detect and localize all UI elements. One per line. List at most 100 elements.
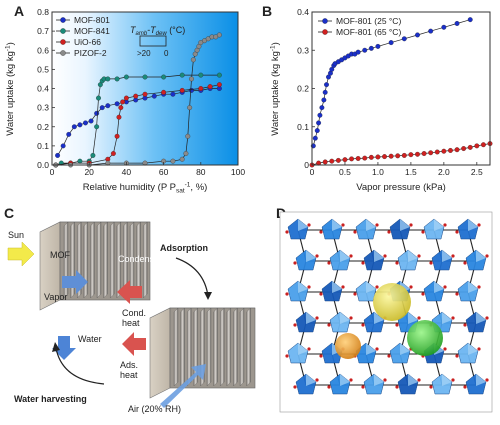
chart-a-ytick-label: 0.7 — [37, 26, 49, 36]
oxygen-atom — [463, 385, 467, 389]
chart-b-series-point — [335, 157, 341, 163]
condenser-fin — [143, 221, 148, 299]
chart-a-legend-label: PIZOF-2 — [74, 48, 107, 58]
chart-b-ytick-label: 0.1 — [297, 122, 309, 132]
oxygen-atom — [285, 230, 289, 234]
chart-a-series-point — [216, 32, 222, 38]
chart-b-xtick-label: 2.5 — [471, 167, 483, 177]
zirconium-cluster-facet — [298, 219, 308, 231]
oxygen-atom — [375, 223, 379, 227]
chart-a-series-point — [185, 133, 191, 139]
chart-b-ylabel: Water uptake (kg kg-1) — [270, 42, 282, 136]
oxygen-atom — [417, 316, 421, 320]
sun-label: Sun — [8, 230, 24, 240]
chart-b-series-point — [441, 148, 447, 154]
oxygen-atom — [455, 354, 459, 358]
panel-label-a: A — [14, 3, 24, 19]
chart-b-ytick-label: 0.4 — [297, 7, 309, 17]
chart-b-series-point — [401, 152, 407, 158]
oxygen-atom — [485, 316, 489, 320]
condenser-fin — [239, 307, 245, 387]
water-harvesting-label: Water harvesting — [14, 394, 87, 404]
zirconium-cluster-facet — [306, 250, 316, 262]
chart-b-series-line — [311, 143, 491, 166]
oxygen-atom — [315, 378, 319, 382]
chart-b-series-point — [408, 152, 414, 158]
oxygen-atom — [417, 254, 421, 258]
chart-b-series-point — [447, 148, 453, 153]
zirconium-cluster-facet — [442, 312, 452, 324]
zirconium-cluster-facet — [476, 312, 486, 324]
inset-scale-bar — [139, 35, 167, 47]
oxygen-atom — [443, 285, 447, 289]
chart-a-series-point — [216, 72, 222, 78]
chart-b-series-point — [321, 97, 327, 103]
chart-b-series-point — [415, 32, 420, 38]
chart-a-legend-marker — [60, 50, 66, 56]
zirconium-cluster-facet — [298, 343, 308, 355]
condenser-fin — [96, 221, 102, 299]
chart-a-legend-marker — [60, 39, 66, 45]
oxygen-atom — [383, 254, 387, 258]
condenser-fin — [187, 307, 192, 387]
zirconium-cluster-facet — [374, 374, 384, 386]
water-cluster-yellow — [373, 283, 411, 321]
chart-b-series-point — [342, 157, 348, 163]
oxygen-atom — [451, 254, 455, 258]
chart-b-series-point — [362, 155, 368, 161]
oxygen-atom — [293, 385, 297, 389]
zirconium-cluster-facet — [366, 219, 376, 231]
oxygen-atom — [293, 261, 297, 265]
oxygen-atom — [455, 230, 459, 234]
chart-b-series-point — [388, 153, 394, 159]
zirconium-cluster-facet — [400, 219, 410, 231]
oxygen-atom — [477, 223, 481, 227]
chart-a-series-point — [207, 84, 213, 90]
chart-b-xtick-label: 0.5 — [339, 167, 351, 177]
zirconium-cluster-facet — [374, 312, 384, 324]
chart-a-series-point — [161, 89, 167, 95]
oxygen-atom — [315, 254, 319, 258]
chart-b-series-point — [362, 47, 368, 53]
chart-a-series-point — [96, 95, 101, 101]
chart-a-series-point — [123, 74, 129, 80]
oxygen-atom — [463, 261, 467, 265]
harvesting-cycle-arrowhead — [52, 342, 60, 352]
oxygen-atom — [429, 261, 433, 265]
chart-a-legend-label: MOF-801 — [74, 15, 110, 25]
chart-b-background — [312, 12, 490, 165]
chart-a-legend-marker — [60, 28, 66, 34]
oxygen-atom — [455, 292, 459, 296]
inset-left-value: >20 — [137, 49, 151, 58]
oxygen-atom — [395, 261, 399, 265]
oxygen-atom — [361, 323, 365, 327]
chart-a-series-point — [90, 152, 96, 158]
chart-a: 0 20 40 60 80 1000.00.10.20.30.40.50.60.70.8 … — [5, 7, 246, 195]
oxygen-atom — [429, 385, 433, 389]
chart-b-series-point — [421, 151, 427, 156]
chart-a-xtick-label: 80 — [196, 167, 206, 177]
oxygen-atom — [327, 323, 331, 327]
zirconium-cluster-facet — [476, 374, 486, 386]
chart-a-series-point — [190, 57, 196, 63]
chart-a-series-point — [183, 151, 189, 156]
chart-b-series-point — [428, 28, 434, 34]
chart-a-ytick-label: 0.3 — [37, 103, 49, 113]
mof-layer-lower — [149, 307, 171, 399]
condenser-label: Condenser — [118, 254, 162, 264]
chart-b-series-point — [415, 151, 420, 157]
harvesting-cycle-arrow — [55, 347, 105, 385]
chart-b-series-point — [368, 45, 374, 51]
chart-a-xtick-label: 0 — [50, 167, 55, 177]
chart-b-series-point — [355, 156, 361, 161]
water-cluster-orange — [335, 333, 361, 359]
chart-a-series-point — [114, 133, 120, 139]
chart-a-series-point — [142, 91, 148, 97]
chart-b-series-point — [474, 143, 480, 149]
chart-a-series-point — [118, 105, 124, 111]
chart-a-series-point — [198, 86, 204, 91]
chart-a-series-point — [187, 105, 193, 111]
chart-b-series-point — [401, 36, 407, 42]
